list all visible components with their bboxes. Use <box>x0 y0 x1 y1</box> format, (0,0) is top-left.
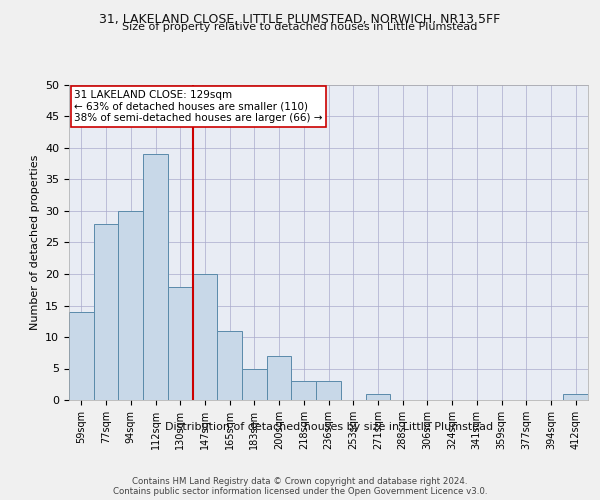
Bar <box>94 224 118 400</box>
Bar <box>365 394 390 400</box>
Text: Contains HM Land Registry data © Crown copyright and database right 2024.: Contains HM Land Registry data © Crown c… <box>132 478 468 486</box>
Text: 31, LAKELAND CLOSE, LITTLE PLUMSTEAD, NORWICH, NR13 5FF: 31, LAKELAND CLOSE, LITTLE PLUMSTEAD, NO… <box>100 12 500 26</box>
Bar <box>316 381 341 400</box>
Text: 31 LAKELAND CLOSE: 129sqm
← 63% of detached houses are smaller (110)
38% of semi: 31 LAKELAND CLOSE: 129sqm ← 63% of detac… <box>74 90 323 123</box>
Y-axis label: Number of detached properties: Number of detached properties <box>29 155 40 330</box>
Bar <box>193 274 217 400</box>
Text: Distribution of detached houses by size in Little Plumstead: Distribution of detached houses by size … <box>165 422 493 432</box>
Bar <box>118 211 143 400</box>
Bar <box>292 381 316 400</box>
Bar <box>69 312 94 400</box>
Bar <box>267 356 292 400</box>
Bar <box>217 330 242 400</box>
Bar <box>563 394 588 400</box>
Bar <box>143 154 168 400</box>
Text: Contains public sector information licensed under the Open Government Licence v3: Contains public sector information licen… <box>113 488 487 496</box>
Text: Size of property relative to detached houses in Little Plumstead: Size of property relative to detached ho… <box>122 22 478 32</box>
Bar <box>242 368 267 400</box>
Bar <box>168 286 193 400</box>
